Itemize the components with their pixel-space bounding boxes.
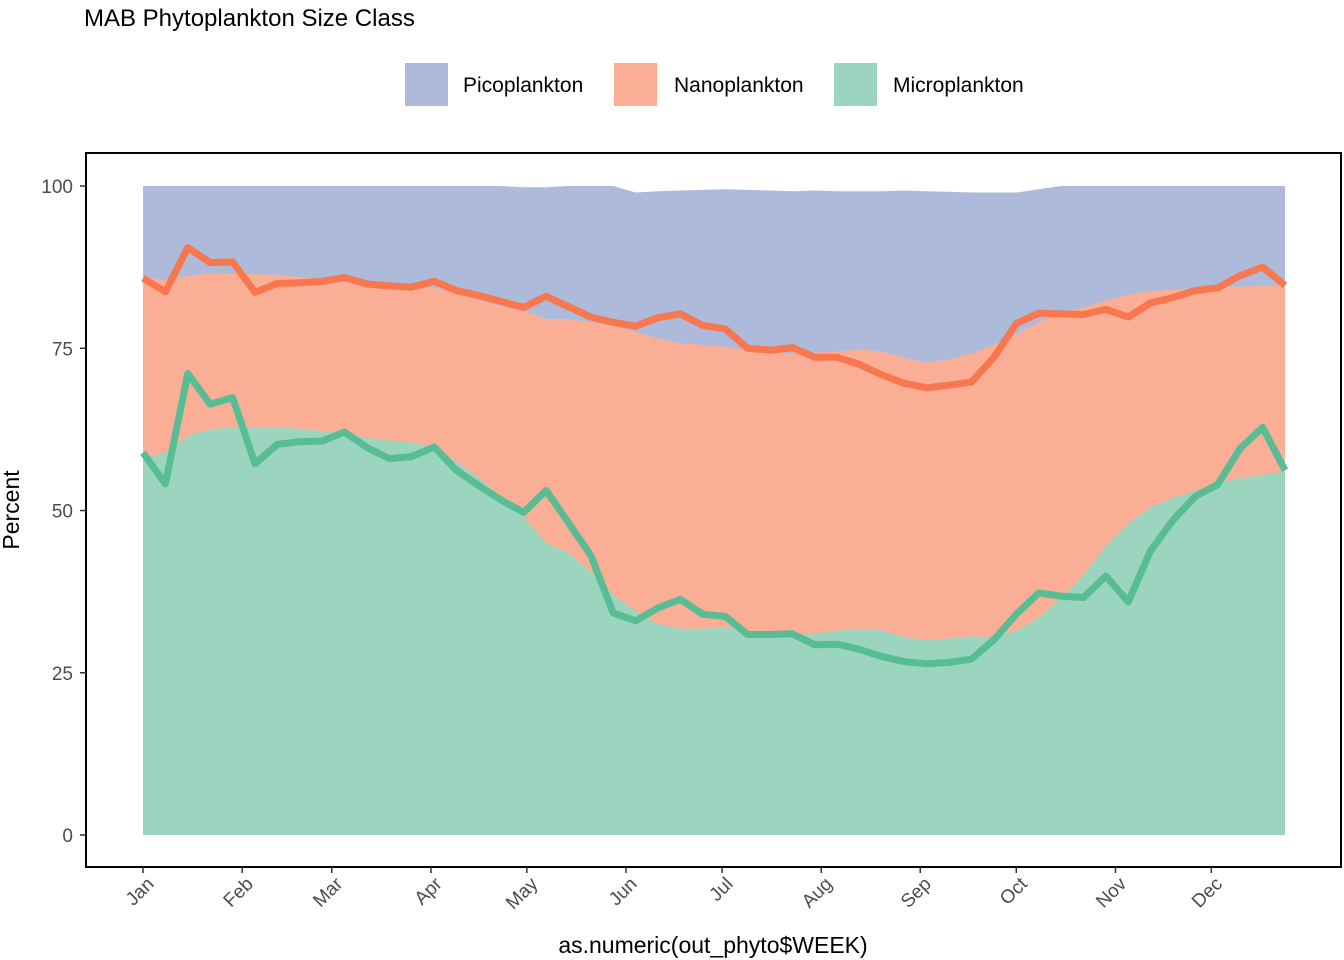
y-axis-title: Percent [0, 470, 24, 550]
x-axis: Jan Feb Mar Apr May Jun Jul Aug Sep Oct Nov Dec [122, 867, 1227, 914]
x-axis-title: as.numeric(out_phyto$WEEK) [558, 932, 867, 958]
legend-label-microplankton: Microplankton [893, 74, 1024, 97]
legend-label-nanoplankton: Nanoplankton [674, 74, 804, 97]
x-tick-label-may: May [502, 873, 543, 914]
legend-key-microplankton [834, 63, 877, 106]
legend: Picoplankton Nanoplankton Microplankton [405, 63, 1024, 106]
x-tick-label-dec: Dec [1188, 874, 1227, 913]
y-tick-label-100: 100 [41, 177, 73, 198]
x-tick-label-mar: Mar [309, 873, 347, 911]
line-nanoplankton [141, 244, 1288, 392]
x-tick-label-jun: Jun [605, 874, 642, 911]
y-axis: 0 25 50 75 100 [41, 177, 86, 847]
x-tick-label-aug: Aug [798, 874, 837, 913]
y-tick-label-25: 25 [52, 664, 73, 685]
y-tick-label-75: 75 [52, 339, 73, 360]
x-tick-label-sep: Sep [897, 874, 936, 913]
x-tick-label-jul: Jul [706, 874, 738, 906]
legend-key-picoplankton [405, 63, 448, 106]
plot-area [85, 152, 1342, 868]
y-tick-label-0: 0 [62, 826, 73, 847]
x-tick-label-jan: Jan [122, 874, 159, 911]
x-tick-label-apr: Apr [411, 873, 447, 909]
area-microplankton [143, 427, 1285, 835]
x-tick-label-oct: Oct [996, 873, 1032, 909]
x-tick-label-feb: Feb [220, 874, 258, 912]
y-tick-label-50: 50 [52, 502, 73, 523]
chart-title: MAB Phytoplankton Size Class [84, 5, 415, 32]
series-lines [140, 244, 1289, 668]
line-microplankton [140, 370, 1289, 668]
x-tick-label-nov: Nov [1092, 873, 1131, 912]
legend-label-picoplankton: Picoplankton [463, 74, 583, 97]
legend-key-nanoplankton [614, 63, 657, 106]
